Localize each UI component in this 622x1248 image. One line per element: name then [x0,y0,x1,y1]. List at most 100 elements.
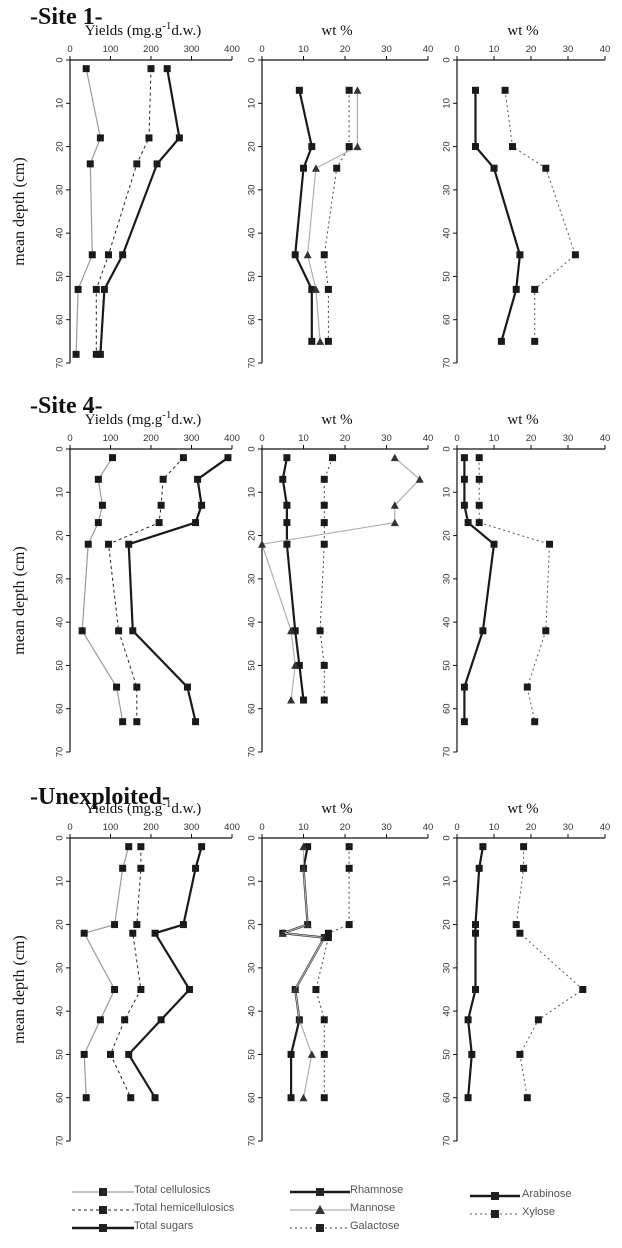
panel-header: wt % [321,23,352,39]
x-tick-label: 0 [454,433,459,444]
data-point-rhamnose [308,143,316,151]
y-tick-label: 30 [247,963,258,974]
y-tick-label: 40 [442,1006,453,1017]
data-point-rhamnose [283,454,291,462]
x-tick-label: 10 [489,822,500,833]
data-point-mannose [278,929,287,937]
series-line-cellulosics [75,68,102,355]
y-tick-label: 40 [247,228,258,239]
data-point-mannose [311,285,320,293]
data-point-xylose [531,718,539,726]
data-point-arabinose [464,1094,472,1102]
data-point-hemicellulosics [133,160,141,168]
data-point-galactose [312,986,320,993]
data-point-cellulosics [80,1050,88,1058]
x-tick-label: 300 [184,44,200,55]
data-point-galactose [320,475,328,483]
data-point-sugars [185,986,193,993]
data-point-sugars [198,843,206,851]
y-tick-label: 50 [55,660,66,671]
data-point-cellulosics [119,864,127,872]
data-point-galactose [320,1016,328,1024]
data-point-arabinose [468,1050,476,1058]
data-point-galactose [324,929,332,937]
legend: Total cellulosics Total hemicellulosics … [0,1180,622,1248]
data-point-xylose [531,337,539,345]
y-tick-label: 30 [55,185,66,196]
data-point-cellulosics [74,285,82,293]
panel-header: wt % [321,801,352,817]
y-tick-label: 30 [55,963,66,974]
y-tick-label: 60 [442,314,453,325]
data-point-xylose [571,251,579,259]
data-point-mannose [291,661,300,669]
data-point-cellulosics [84,540,92,548]
y-tick-label: 60 [442,703,453,714]
data-point-hemicellulosics [92,285,100,293]
y-tick-label: 60 [55,703,66,714]
x-tick-label: 30 [381,822,392,833]
x-tick-label: 400 [224,433,240,444]
x-tick-label: 10 [298,433,309,444]
y-tick-label: 0 [247,446,258,451]
data-point-mannose [415,475,424,483]
legend-total-hemicellulosics: Total hemicellulosics [134,1202,235,1214]
series-line-arabinose [466,846,484,1098]
data-point-galactose [324,285,332,293]
series-line-xylose [504,90,576,342]
data-point-mannose [316,337,325,345]
data-point-sugars [119,251,127,259]
y-tick-label: 50 [442,1049,453,1060]
legend-line-galactose [290,1224,350,1232]
y-axis-label: mean depth (cm) [11,546,28,654]
data-point-galactose [320,519,328,527]
x-tick-label: 40 [423,44,434,55]
series-line-rhamnose [294,90,313,342]
data-point-mannose [287,626,296,635]
data-point-galactose [320,661,328,669]
data-point-sugars [183,683,191,691]
data-point-cellulosics [96,1016,104,1024]
x-tick-label: 0 [259,433,264,444]
data-point-hemicellulosics [137,864,145,872]
x-tick-label: 20 [340,822,351,833]
series-line-cellulosics [83,846,130,1098]
x-tick-label: 30 [563,433,574,444]
y-tick-label: 20 [247,530,258,541]
data-point-rhamnose [291,251,299,259]
data-point-arabinose [472,143,479,151]
y-tick-label: 10 [442,487,453,498]
data-point-cellulosics [111,986,119,993]
data-point-hemicellulosics [179,454,187,462]
data-point-hemicellulosics [147,65,155,73]
x-tick-label: 300 [184,433,200,444]
y-tick-label: 40 [442,617,453,628]
y-tick-label: 50 [247,271,258,282]
data-point-cellulosics [88,251,96,259]
data-point-sugars [163,65,171,73]
data-point-mannose [390,518,399,527]
data-point-cellulosics [82,65,90,73]
data-point-galactose [316,627,324,635]
legend-arabinose: Arabinose [522,1188,572,1200]
data-point-cellulosics [80,929,88,937]
y-tick-label: 40 [442,228,453,239]
data-point-cellulosics [72,350,80,358]
y-tick-label: 0 [247,57,258,62]
data-point-cellulosics [113,683,121,691]
legend-line-total-sugars [72,1224,134,1232]
data-point-arabinose [464,1016,472,1024]
data-point-cellulosics [82,1094,90,1102]
data-point-galactose [345,843,353,851]
data-point-cellulosics [98,501,106,509]
data-point-arabinose [460,718,468,726]
series-line-hemicellulosics [109,846,142,1098]
data-point-hemicellulosics [104,251,112,259]
legend-rhamnose: Rhamnose [350,1184,404,1196]
legend-line-mannose [290,1205,350,1214]
data-point-cellulosics [94,519,102,527]
depth-profile-figure: mean depth (cm) mean depth (cm) mean depth… [11,20,610,1146]
y-tick-label: 60 [442,1092,453,1103]
y-tick-label: 60 [55,314,66,325]
x-tick-label: 0 [454,44,459,55]
